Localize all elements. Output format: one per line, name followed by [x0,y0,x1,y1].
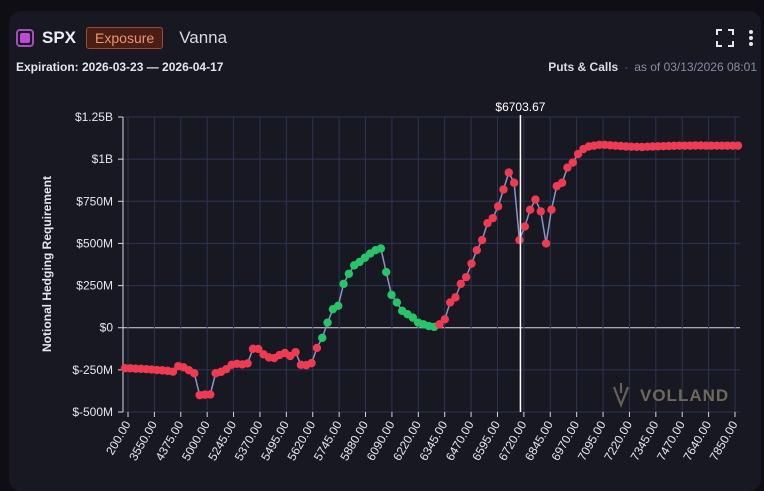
data-point [345,270,353,278]
data-point [318,334,326,342]
data-point [307,359,315,367]
y-tick-label: $750M [76,194,113,208]
data-point [526,206,534,214]
data-point [393,298,401,306]
volland-logo: VOLLAND [614,383,729,405]
data-point [377,244,385,252]
data-point [515,236,523,244]
y-tick-label: $250M [76,279,113,293]
data-point [441,315,449,323]
data-point [382,268,390,276]
data-point [547,206,555,214]
data-point [494,202,502,210]
data-point [451,293,459,301]
data-point [243,359,251,367]
data-point [467,259,475,267]
volland-wordmark: VOLLAND [640,386,729,405]
data-point [457,280,465,288]
data-point [542,239,550,247]
data-point [478,236,486,244]
data-point [291,348,299,356]
data-point [537,207,545,215]
y-tick-label: $500M [76,236,113,250]
data-point [521,222,529,230]
data-point [473,246,481,254]
data-point [505,168,513,176]
series-connector [541,211,546,243]
data-point [489,214,497,222]
y-tick-label: $1.25B [75,110,113,124]
spot-price-label: $6703.67 [495,100,545,114]
data-point [334,302,342,310]
data-point [734,141,742,149]
data-point [323,318,331,326]
series-connector [514,183,519,240]
data-point [387,291,395,299]
data-point [499,185,507,193]
data-point [313,344,321,352]
data-point [339,280,347,288]
vanna-chart[interactable]: $1.25B$1B$750M$500M$250M$0$-250M$-500M 2… [0,0,764,479]
y-tick-label: $-250M [72,363,113,377]
data-point [510,179,518,187]
data-point [558,179,566,187]
y-tick-label: $-500M [72,405,113,419]
data-point [462,273,470,281]
y-tick-label: $1B [92,152,113,166]
data-point [569,158,577,166]
data-point [531,195,539,203]
y-axis-label: Notional Hedging Requirement [40,176,54,352]
data-point [206,390,214,398]
y-tick-label: $0 [100,321,114,335]
data-point [190,369,198,377]
